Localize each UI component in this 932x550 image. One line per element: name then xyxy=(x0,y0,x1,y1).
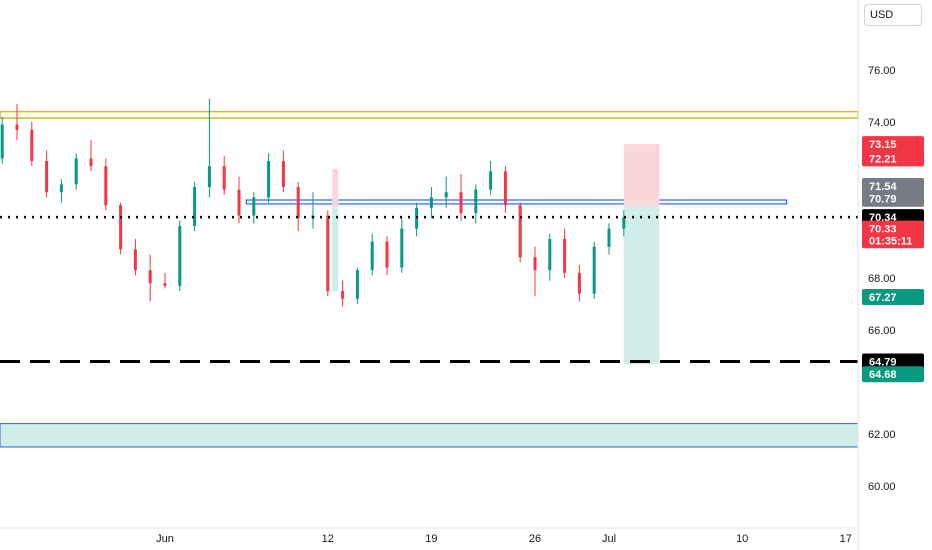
candle-body xyxy=(104,166,108,206)
candle-body xyxy=(341,291,345,299)
price-tag xyxy=(862,353,924,370)
drawing-zones xyxy=(0,110,859,448)
candle-body xyxy=(45,161,49,193)
candle-body xyxy=(193,187,197,226)
price-tick-label: 60.00 xyxy=(868,481,896,493)
candle-body xyxy=(355,270,359,299)
price-tag xyxy=(862,177,924,194)
candle-body xyxy=(296,187,300,219)
candle-body xyxy=(370,241,374,271)
candle-body xyxy=(178,226,182,286)
candle-body xyxy=(207,166,211,187)
candle-body xyxy=(119,205,123,250)
candle-body xyxy=(563,239,567,273)
candle-body xyxy=(148,270,152,284)
blue-range-box xyxy=(245,199,788,205)
drawing-lines xyxy=(0,215,858,363)
time-tick-label: 26 xyxy=(529,533,541,545)
resistance-zone xyxy=(0,110,859,119)
time-tick-label: Jun xyxy=(156,533,174,545)
candle-body xyxy=(237,189,241,216)
candle-body xyxy=(400,228,404,268)
price-tag-label: 64.79 xyxy=(869,356,897,368)
support-zone xyxy=(0,423,859,448)
price-tick-label: 66.00 xyxy=(868,325,896,337)
candle-body xyxy=(267,161,271,198)
price-tick-label: 76.00 xyxy=(868,65,896,77)
candlestick-series xyxy=(0,98,626,307)
candle-body xyxy=(503,171,507,206)
position-stop-area xyxy=(623,144,660,206)
time-tick-label: Jul xyxy=(602,533,616,545)
candle-body xyxy=(30,129,34,161)
candle-body xyxy=(133,249,137,271)
price-tag xyxy=(862,288,924,305)
candle-body xyxy=(622,217,626,229)
price-tag-label: 01:35:11 xyxy=(869,235,912,247)
price-tag xyxy=(862,190,924,207)
price-tag xyxy=(862,136,924,153)
price-tag xyxy=(862,150,924,167)
small-stop-box xyxy=(332,168,339,207)
candle-body xyxy=(444,192,448,198)
position-target-area xyxy=(623,205,660,365)
price-tag-label: 73.15 xyxy=(869,139,897,151)
candle-body xyxy=(577,272,581,294)
currency-button[interactable]: USD xyxy=(864,4,922,26)
candle-body xyxy=(59,184,63,193)
candle-body xyxy=(548,239,552,271)
small-target-box xyxy=(332,206,339,291)
time-tick-label: 17 xyxy=(840,533,852,545)
price-tick-label: 62.00 xyxy=(868,429,896,441)
price-tag xyxy=(862,232,924,249)
candle-body xyxy=(252,197,256,216)
price-tag-label: 70.79 xyxy=(869,194,897,206)
price-tag xyxy=(862,366,924,383)
price-axis[interactable]: 76.00 74.00 68.00 66.00 62.00 60.00 xyxy=(857,0,896,550)
price-tag-label: 72.21 xyxy=(869,153,897,165)
candle-body xyxy=(0,124,4,159)
candle-body xyxy=(592,246,596,294)
price-tag-label: 71.54 xyxy=(869,181,897,193)
candle-body xyxy=(385,241,389,268)
candle-body xyxy=(326,215,330,291)
time-axis[interactable]: Jun 12 19 26 Jul 10 17 xyxy=(0,527,858,545)
price-tick-label: 74.00 xyxy=(868,117,896,129)
candle-body xyxy=(518,205,522,258)
price-tags: 73.1572.2171.5470.7970.3470.3301:35:1167… xyxy=(862,136,924,383)
time-tick-label: 10 xyxy=(736,533,748,545)
candle-body xyxy=(15,124,19,130)
candle-body xyxy=(222,166,226,190)
candle-body xyxy=(533,257,537,271)
candle-body xyxy=(607,228,611,247)
price-tag-label: 67.27 xyxy=(869,292,897,304)
candle-body xyxy=(459,192,463,213)
candle-body xyxy=(74,158,78,185)
price-tick-label: 68.00 xyxy=(868,273,896,285)
candle-body xyxy=(429,197,433,208)
candle-body xyxy=(163,283,167,286)
time-tick-label: 12 xyxy=(322,533,334,545)
candle-body xyxy=(474,189,478,213)
candle-body xyxy=(489,171,493,190)
price-tag-label: 64.68 xyxy=(869,369,897,381)
candle-body xyxy=(281,161,285,187)
time-tick-label: 19 xyxy=(425,533,437,545)
candle-body xyxy=(89,158,93,167)
